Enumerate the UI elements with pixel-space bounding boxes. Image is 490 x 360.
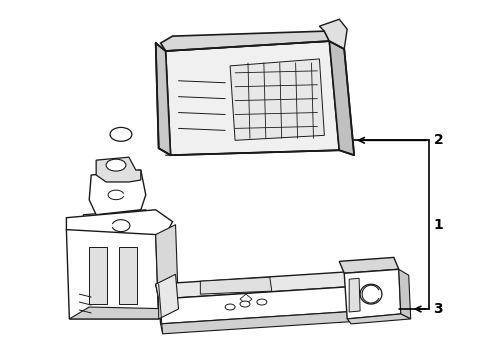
Polygon shape <box>399 269 411 319</box>
Polygon shape <box>156 274 178 319</box>
Polygon shape <box>66 210 172 239</box>
Polygon shape <box>200 277 272 294</box>
Polygon shape <box>319 19 347 49</box>
Ellipse shape <box>110 127 132 141</box>
Polygon shape <box>159 284 391 324</box>
Polygon shape <box>347 314 411 324</box>
Polygon shape <box>339 257 399 273</box>
Polygon shape <box>156 225 178 319</box>
Polygon shape <box>240 294 252 304</box>
Polygon shape <box>89 247 107 304</box>
Polygon shape <box>161 31 329 51</box>
Text: 1: 1 <box>434 218 443 231</box>
Polygon shape <box>96 157 141 182</box>
Ellipse shape <box>360 284 382 304</box>
Polygon shape <box>156 43 171 155</box>
Polygon shape <box>349 278 360 312</box>
Ellipse shape <box>225 304 235 310</box>
Polygon shape <box>329 41 354 155</box>
Ellipse shape <box>106 159 126 171</box>
Polygon shape <box>89 170 146 215</box>
Polygon shape <box>70 307 178 319</box>
Polygon shape <box>156 269 389 299</box>
Polygon shape <box>119 247 137 304</box>
Ellipse shape <box>240 301 250 307</box>
Polygon shape <box>166 41 339 155</box>
Polygon shape <box>83 210 149 225</box>
Polygon shape <box>344 269 401 319</box>
Polygon shape <box>230 59 324 140</box>
Text: 3: 3 <box>434 302 443 316</box>
Ellipse shape <box>257 299 267 305</box>
Polygon shape <box>66 230 159 319</box>
Text: 2: 2 <box>434 133 443 147</box>
Polygon shape <box>161 309 394 334</box>
